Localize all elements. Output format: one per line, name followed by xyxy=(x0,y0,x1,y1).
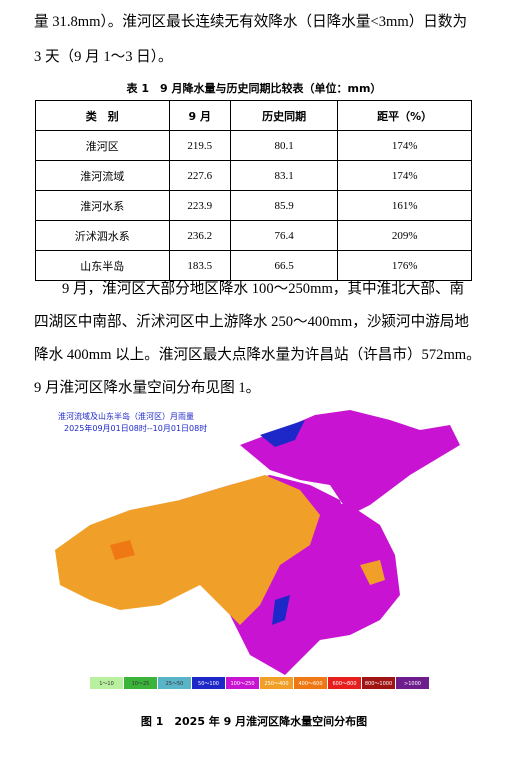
table-row: 淮河流域 227.6 83.1 174% xyxy=(35,160,472,191)
legend-label: 50～100 xyxy=(198,681,219,687)
table-cell: 223.9 xyxy=(168,190,232,221)
table-caption: 表 1 9 月降水量与历史同期比较表（单位：mm） xyxy=(126,82,382,95)
table-cell: 174% xyxy=(337,130,472,161)
figure-caption: 图 1 2025 年 9 月淮河区降水量空间分布图 xyxy=(140,715,368,728)
header-cell: 类 别 xyxy=(35,100,170,131)
table-cell: 183.5 xyxy=(168,250,232,281)
legend-label: 250～400 xyxy=(264,681,288,687)
table-cell: 85.9 xyxy=(229,190,339,221)
region xyxy=(360,560,385,585)
map: 淮河流域及山东半岛（淮河区）月雨量 2025年09月01日08时--10月01日… xyxy=(50,405,470,695)
header-cell: 历史同期 xyxy=(229,100,339,131)
table-row: 山东半岛 183.5 66.5 176% xyxy=(35,250,472,281)
legend-label: 400～600 xyxy=(298,681,322,687)
table-cell: 227.6 xyxy=(168,160,232,191)
legend-label: >1000 xyxy=(404,681,421,687)
legend-swatch xyxy=(124,677,157,689)
table-row: 沂沭泗水系 236.2 76.4 209% xyxy=(35,220,472,251)
text-line: 四湖区中南部、沂沭河区中上游降水 250～400mm，沙颍河中游局地 xyxy=(34,314,469,330)
table-cell: 76.4 xyxy=(229,220,339,251)
legend: 1～10 10～25 25～50 50～100 100～250 250～400 400～60… xyxy=(90,677,429,689)
table-cell: 176% xyxy=(337,250,472,281)
table-cell: 161% xyxy=(337,190,472,221)
legend-swatch xyxy=(158,677,191,689)
legend-swatch xyxy=(294,677,327,689)
table-cell: 236.2 xyxy=(168,220,232,251)
table-cell: 淮河区 xyxy=(35,130,170,161)
table-cell: 沂沭泗水系 xyxy=(35,220,170,251)
legend-swatch xyxy=(260,677,293,689)
table-cell: 山东半岛 xyxy=(35,250,170,281)
legend-label: 800～1000 xyxy=(365,681,392,687)
region xyxy=(110,540,135,560)
header-cell: 9 月 xyxy=(168,100,232,131)
table-cell: 淮河水系 xyxy=(35,190,170,221)
legend-label: 10～25 xyxy=(132,681,150,687)
table-cell: 淮河流域 xyxy=(35,160,170,191)
table-row: 淮河区 219.5 80.1 174% xyxy=(35,130,472,161)
region xyxy=(55,475,320,625)
table-cell: 209% xyxy=(337,220,472,251)
legend-swatch xyxy=(362,677,395,689)
legend-swatch xyxy=(226,677,259,689)
text-line: 9 月，淮河区大部分地区降水 100～250mm，其中淮北大部、南 xyxy=(62,281,465,297)
region xyxy=(260,420,305,447)
legend-swatch xyxy=(396,677,429,689)
map-title: 淮河流域及山东半岛（淮河区）月雨量 xyxy=(58,411,194,421)
table-cell: 219.5 xyxy=(168,130,232,161)
legend-swatch xyxy=(192,677,225,689)
text-line: 3 天（9 月 1～3 日）。 xyxy=(34,49,173,65)
header-cell: 距平（%） xyxy=(337,100,472,131)
legend-label: 1～10 xyxy=(99,681,114,687)
text-line: 量 31.8mm）。淮河区最长连续无有效降水（日降水量<3mm）日数为 xyxy=(34,14,468,30)
legend-label: 25～50 xyxy=(166,681,184,687)
table-cell: 174% xyxy=(337,160,472,191)
table-cell: 66.5 xyxy=(229,250,339,281)
region xyxy=(310,500,400,640)
map-title: 2025年09月01日08时--10月01日08时 xyxy=(64,423,207,433)
text-line: 9 月淮河区降水量空间分布见图 1。 xyxy=(34,380,261,396)
legend-label: 600～800 xyxy=(332,681,356,687)
legend-swatch xyxy=(90,677,123,689)
table-row: 淮河水系 223.9 85.9 161% xyxy=(35,190,472,221)
table-cell: 83.1 xyxy=(229,160,339,191)
table-cell: 80.1 xyxy=(229,130,339,161)
legend-label: 100～250 xyxy=(230,681,254,687)
region xyxy=(272,595,290,625)
text-line: 降水 400mm 以上。淮河区最大点降水量为许昌站（许昌市）572mm。 xyxy=(34,347,481,363)
legend-swatch xyxy=(328,677,361,689)
